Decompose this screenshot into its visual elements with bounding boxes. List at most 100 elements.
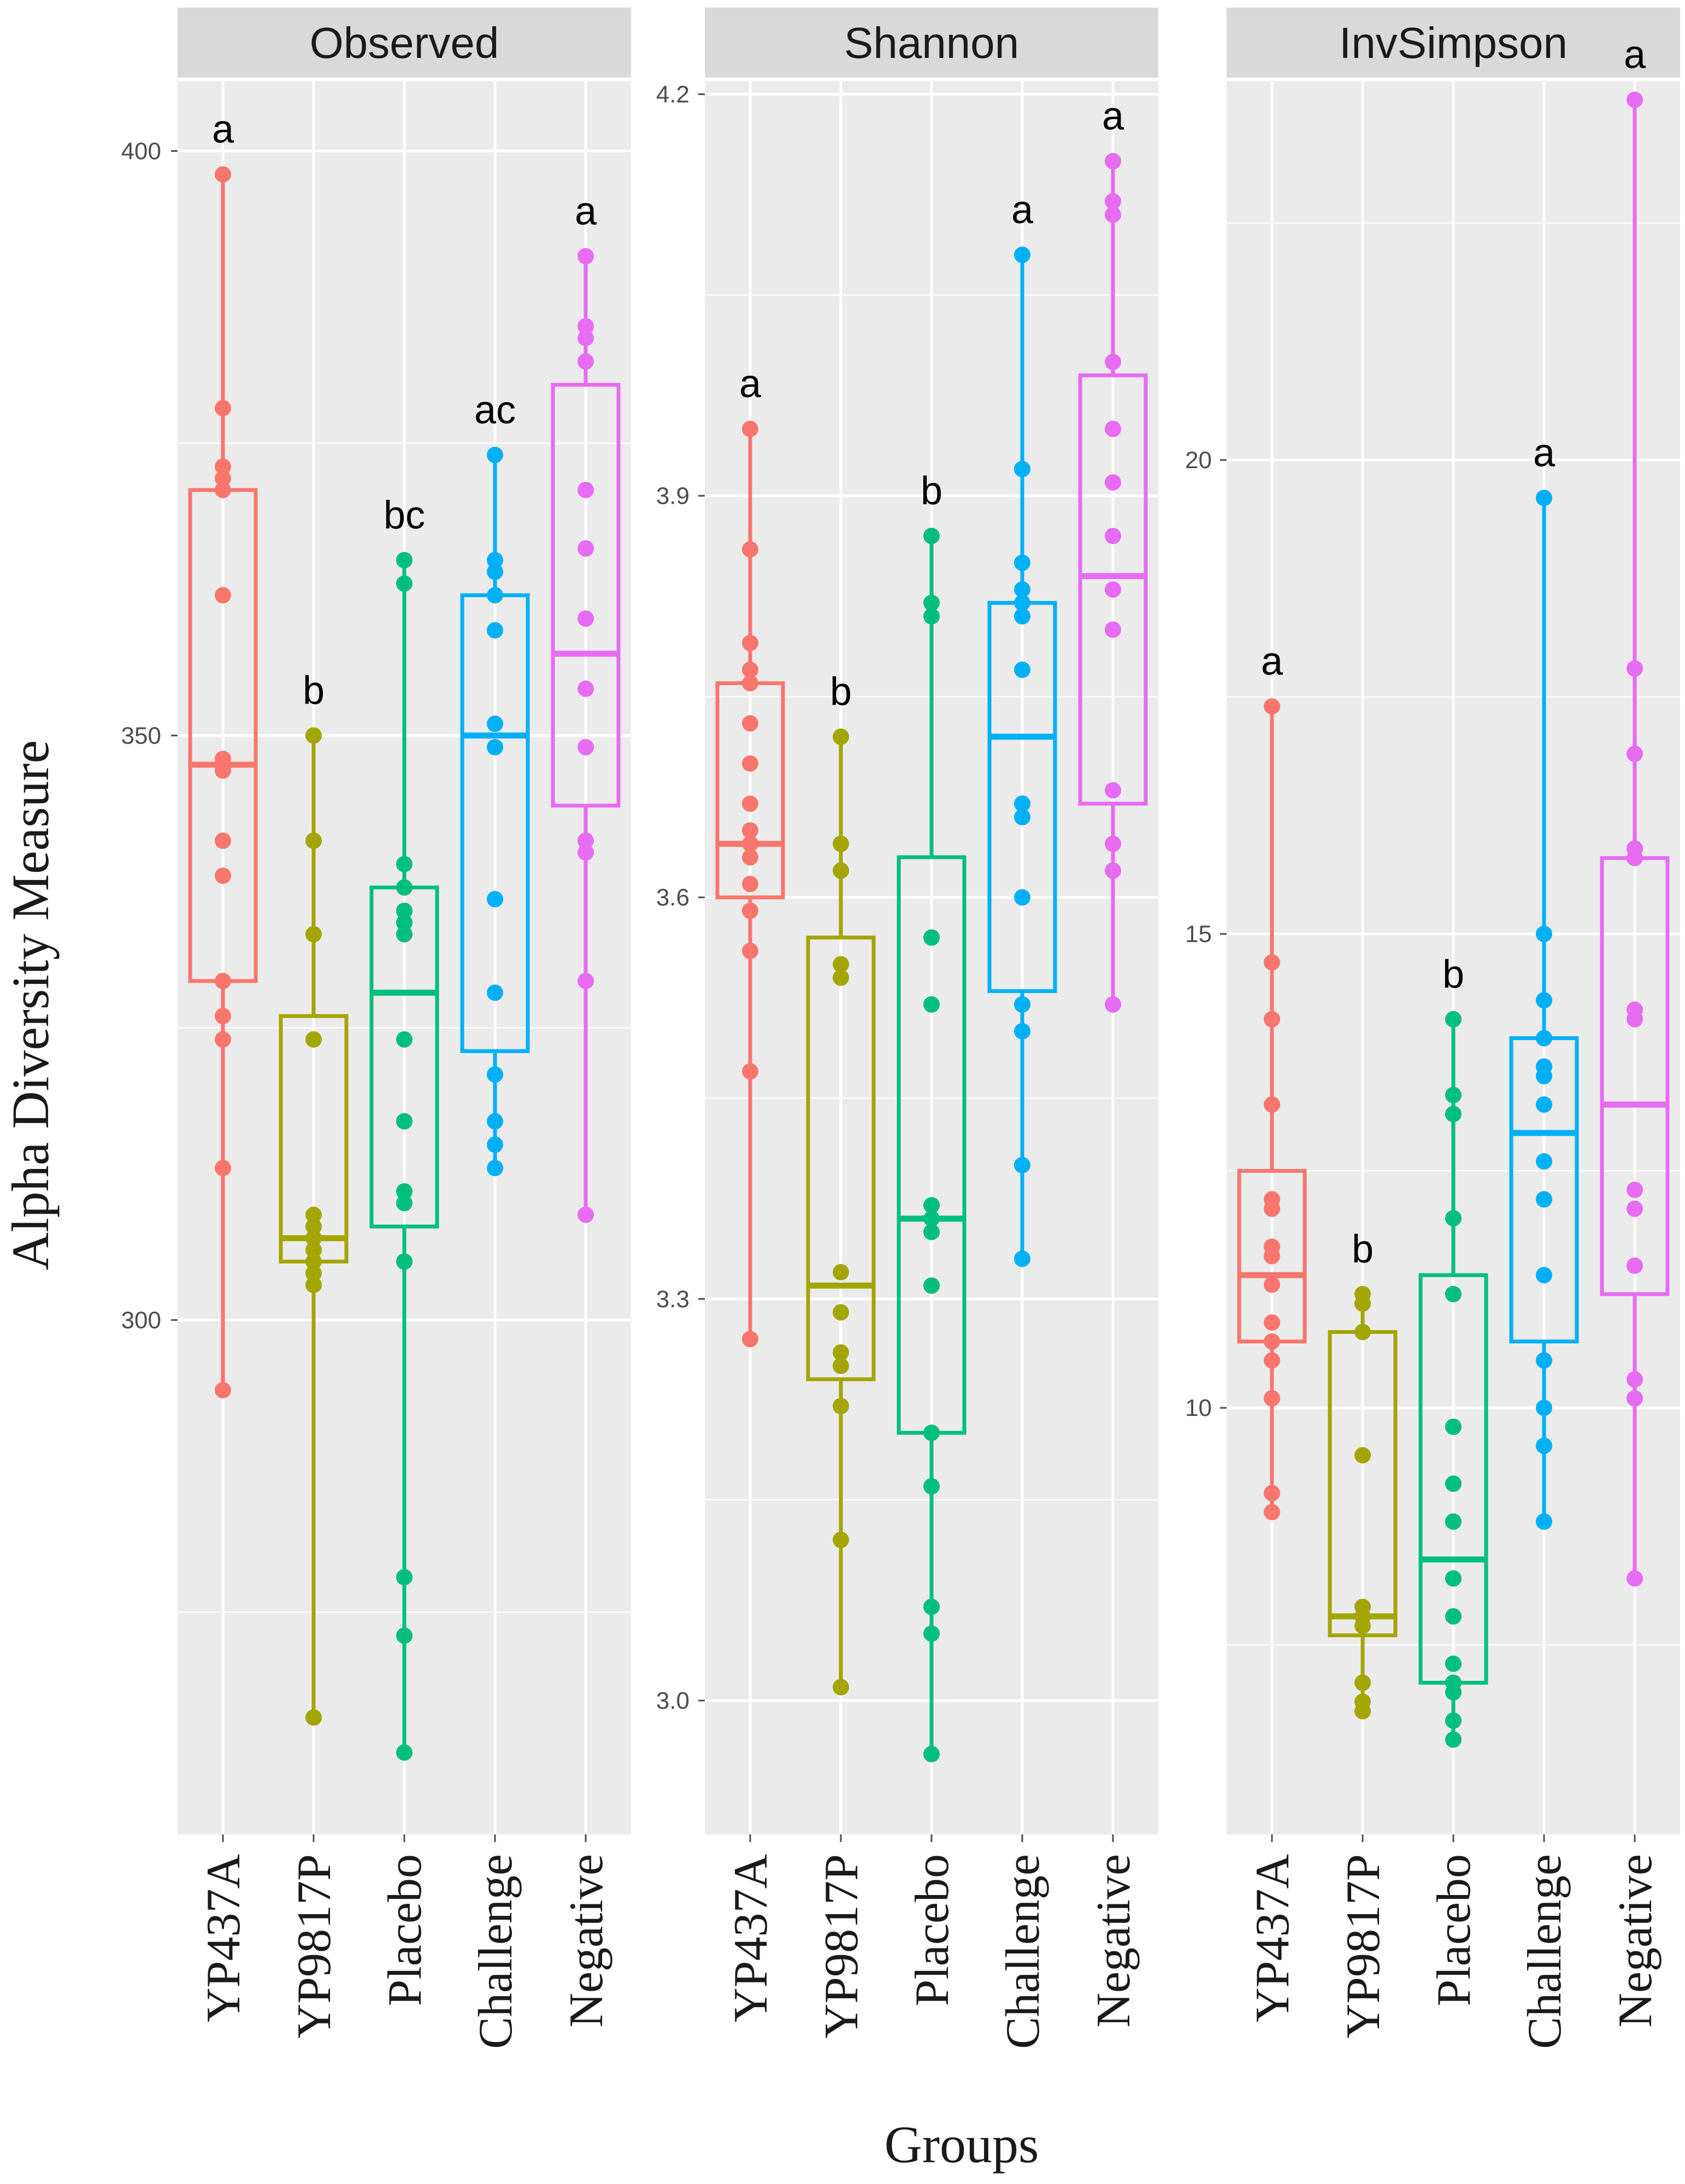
data-point	[1014, 554, 1030, 571]
data-point	[1445, 1655, 1462, 1672]
data-point	[833, 969, 849, 986]
significance-letter: a	[1261, 640, 1283, 683]
data-point	[923, 996, 940, 1013]
data-point	[1536, 1096, 1552, 1113]
data-point	[833, 728, 849, 745]
box-placebo: b	[897, 469, 967, 1762]
data-point	[487, 1136, 503, 1153]
x-tick-label: Placebo	[906, 1854, 959, 2006]
y-tick-label: 20	[1185, 447, 1212, 474]
data-point	[1536, 992, 1552, 1009]
facet-strip	[1227, 8, 1680, 78]
data-point	[215, 972, 231, 989]
data-point	[578, 329, 594, 346]
data-point	[487, 446, 503, 463]
data-point	[396, 1031, 413, 1048]
data-point	[1014, 608, 1030, 625]
x-tick-label: Negative	[560, 1854, 613, 2028]
data-point	[215, 1382, 231, 1398]
data-point	[1445, 1418, 1462, 1435]
data-point	[1354, 1703, 1371, 1720]
y-tick-label: 3.3	[656, 1286, 690, 1313]
y-tick-label: 3.9	[656, 483, 690, 510]
data-point	[923, 1478, 940, 1495]
data-point	[215, 1008, 231, 1024]
data-point	[1264, 1390, 1280, 1407]
facet-strip	[178, 8, 631, 78]
y-tick-label: 3.0	[656, 1687, 690, 1714]
data-point	[215, 458, 231, 475]
data-point	[833, 862, 849, 879]
data-point	[578, 610, 594, 627]
x-tick-label: Challenge	[997, 1854, 1050, 2049]
data-point	[487, 552, 503, 569]
box-yp437a: a	[715, 362, 785, 1348]
x-tick-label: YP9817P	[1337, 1854, 1390, 2038]
data-point	[578, 248, 594, 264]
data-point	[1014, 246, 1030, 263]
data-point	[305, 926, 322, 943]
data-point	[1105, 621, 1121, 638]
data-point	[742, 835, 758, 852]
data-point	[1445, 1731, 1462, 1748]
data-point	[1105, 581, 1121, 598]
data-point	[1105, 528, 1121, 545]
data-point	[578, 353, 594, 370]
significance-letter: a	[1624, 33, 1646, 77]
data-point	[923, 1424, 940, 1441]
facet-strip	[705, 8, 1158, 78]
data-point	[487, 587, 503, 604]
data-point	[1627, 660, 1643, 677]
facet-panels: Observed 300 350 400 a b bc ac a YP437A YP9817P Pla…	[121, 8, 1680, 2049]
data-point	[578, 482, 594, 498]
data-point	[1014, 594, 1030, 611]
data-point	[215, 1160, 231, 1177]
data-point	[305, 1218, 322, 1235]
data-point	[1014, 996, 1030, 1013]
x-tick-label: Placebo	[379, 1854, 432, 2006]
data-point	[742, 942, 758, 959]
x-tick-label: YP9817P	[288, 1854, 341, 2038]
data-point	[578, 972, 594, 989]
significance-letter: a	[575, 190, 597, 233]
data-point	[487, 1113, 503, 1130]
data-point	[833, 1304, 849, 1321]
data-point	[487, 716, 503, 732]
data-point	[487, 563, 503, 580]
significance-letter: ac	[474, 388, 516, 432]
data-point	[396, 1183, 413, 1200]
data-point	[1264, 1011, 1280, 1028]
data-point	[396, 855, 413, 872]
data-point	[1627, 1390, 1643, 1407]
data-point	[1627, 745, 1643, 762]
significance-letter: b	[921, 469, 942, 513]
panel-observed: Observed 300 350 400 a b bc ac a YP437A YP9817P Pla…	[121, 8, 631, 2049]
data-point	[487, 891, 503, 907]
data-point	[215, 867, 231, 884]
data-point	[1014, 1250, 1030, 1267]
significance-letter: b	[830, 670, 852, 714]
data-point	[1445, 1475, 1462, 1492]
data-point	[742, 715, 758, 732]
x-tick-label: Challenge	[469, 1854, 522, 2049]
panel-invsimpson: InvSimpson 10 15 20 a b b a a YP437A YP9817P Placeb…	[1185, 8, 1680, 2049]
data-point	[742, 822, 758, 839]
data-point	[396, 1627, 413, 1644]
data-point	[1014, 889, 1030, 906]
data-point	[742, 755, 758, 772]
data-point	[1014, 461, 1030, 477]
data-point	[923, 1598, 940, 1615]
data-point	[305, 1265, 322, 1282]
data-point	[1627, 91, 1643, 108]
data-point	[1445, 1210, 1462, 1227]
y-tick-label: 350	[121, 722, 161, 749]
data-point	[1105, 421, 1121, 438]
data-point	[1445, 1570, 1462, 1587]
data-point	[1105, 193, 1121, 210]
data-point	[578, 540, 594, 557]
data-point	[1536, 925, 1552, 942]
box-yp9817p: b	[806, 670, 876, 1696]
y-tick-label: 15	[1185, 921, 1212, 948]
data-point	[1264, 1248, 1280, 1265]
data-point	[1627, 1011, 1643, 1028]
